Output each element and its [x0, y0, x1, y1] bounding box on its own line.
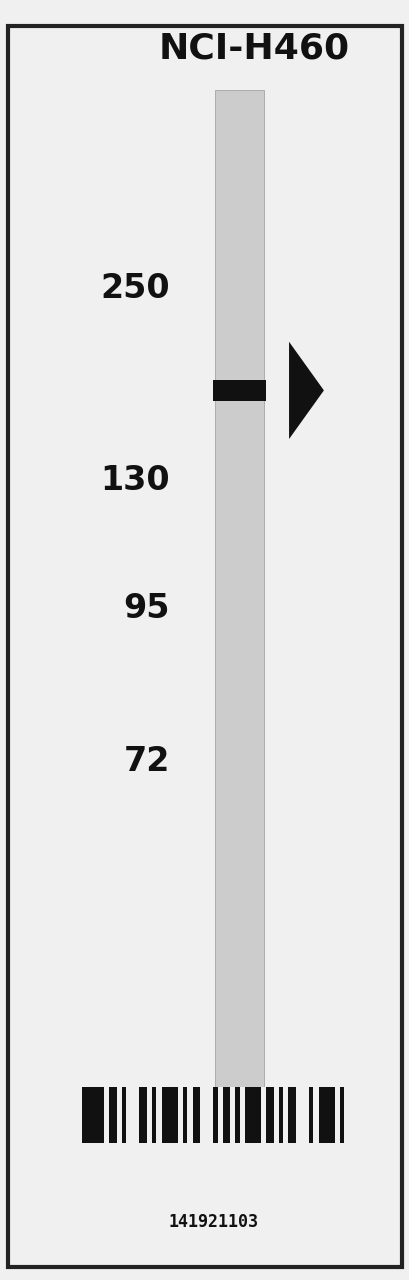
Text: 72: 72: [124, 745, 170, 778]
Bar: [283, 1087, 288, 1143]
Bar: [217, 1087, 222, 1143]
Bar: [215, 90, 264, 1107]
Bar: [222, 1087, 229, 1143]
Bar: [152, 1087, 156, 1143]
Text: 250: 250: [100, 271, 170, 305]
Bar: [178, 1087, 182, 1143]
Bar: [200, 1087, 213, 1143]
Bar: [278, 1087, 283, 1143]
Bar: [235, 1087, 239, 1143]
Bar: [213, 380, 266, 401]
Bar: [116, 1087, 121, 1143]
Bar: [139, 1087, 146, 1143]
Bar: [308, 1087, 312, 1143]
Bar: [121, 1087, 126, 1143]
Bar: [182, 1087, 187, 1143]
Bar: [156, 1087, 161, 1143]
Bar: [273, 1087, 278, 1143]
Bar: [126, 1087, 139, 1143]
Bar: [229, 1087, 235, 1143]
Bar: [288, 1087, 295, 1143]
Bar: [261, 1087, 265, 1143]
Text: 95: 95: [124, 591, 170, 625]
Text: 141921103: 141921103: [168, 1213, 258, 1231]
Bar: [265, 1087, 273, 1143]
Bar: [318, 1087, 334, 1143]
Bar: [312, 1087, 318, 1143]
Bar: [295, 1087, 308, 1143]
Bar: [104, 1087, 109, 1143]
Bar: [244, 1087, 261, 1143]
Polygon shape: [288, 342, 323, 439]
Bar: [146, 1087, 152, 1143]
Bar: [334, 1087, 339, 1143]
Bar: [187, 1087, 192, 1143]
Bar: [239, 1087, 244, 1143]
Bar: [213, 1087, 217, 1143]
Text: NCI-H460: NCI-H460: [158, 32, 349, 65]
Bar: [82, 1087, 104, 1143]
Bar: [109, 1087, 116, 1143]
Bar: [339, 1087, 344, 1143]
Text: 130: 130: [100, 463, 170, 497]
FancyBboxPatch shape: [8, 26, 401, 1267]
Bar: [192, 1087, 200, 1143]
Bar: [161, 1087, 178, 1143]
